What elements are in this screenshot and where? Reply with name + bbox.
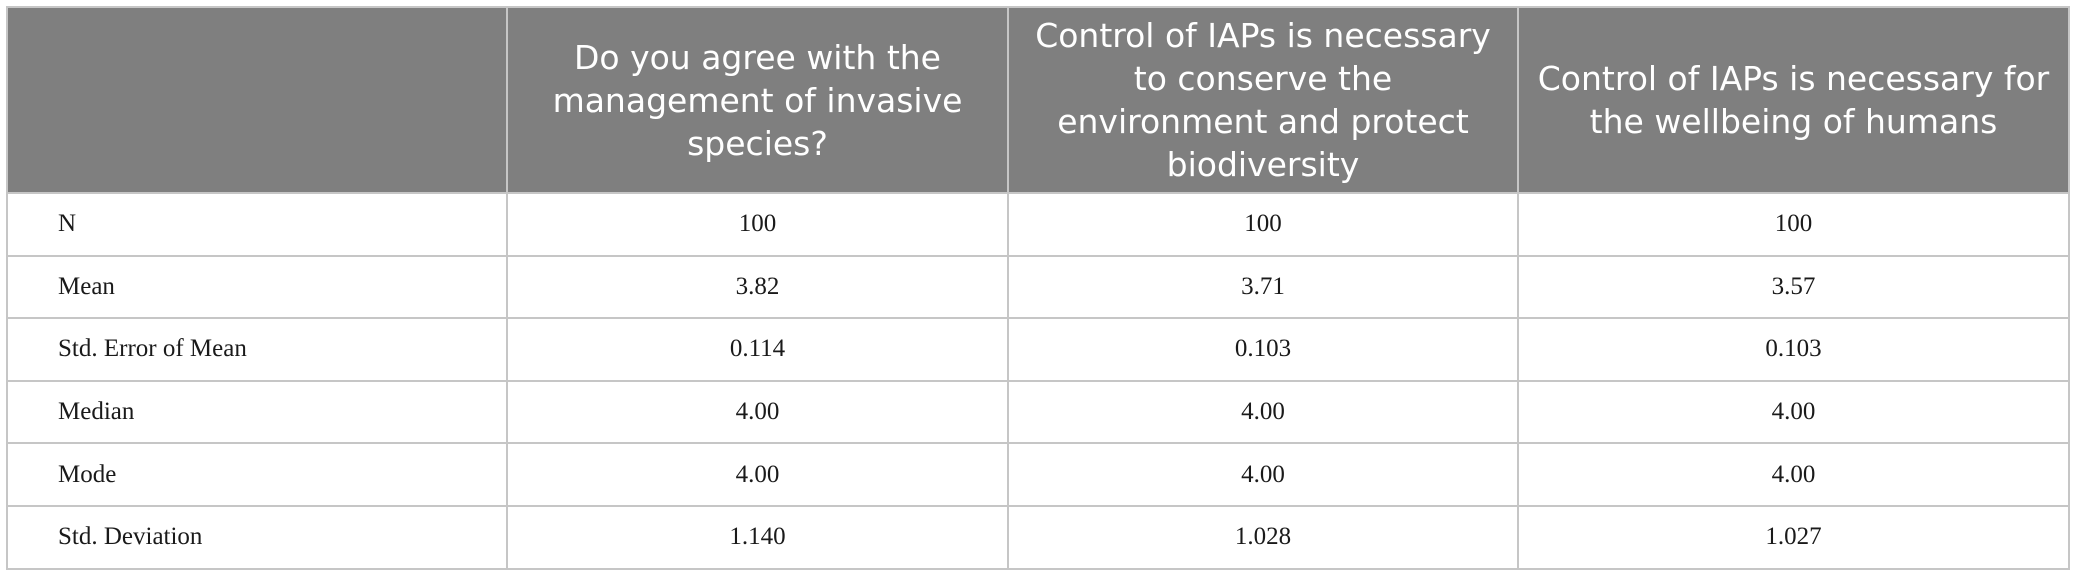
table-row: Std. Error of Mean 0.114 0.103 0.103 (6, 317, 2070, 382)
table-cell: 1.140 (506, 504, 1009, 570)
table-row: Mean 3.82 3.71 3.57 (6, 254, 2070, 320)
table-cell: 0.103 (1517, 317, 2070, 382)
row-label: Std. Deviation (6, 504, 508, 570)
table-cell: 100 (1007, 192, 1519, 257)
table-cell: 3.57 (1517, 254, 2070, 320)
table-cell: 0.103 (1007, 317, 1519, 382)
header-corner-cell (6, 6, 508, 194)
table-cell: 4.00 (506, 379, 1009, 445)
header-row: Do you agree with the management of inva… (6, 6, 2070, 194)
table-cell: 4.00 (1517, 379, 2070, 445)
table-row: Median 4.00 4.00 4.00 (6, 379, 2070, 445)
table-cell: 0.114 (506, 317, 1009, 382)
row-label: N (6, 192, 508, 257)
table-cell: 3.71 (1007, 254, 1519, 320)
header-conserve-environment: Control of IAPs is necessary to conserve… (1007, 6, 1519, 194)
header-human-wellbeing: Control of IAPs is necessary for the wel… (1517, 6, 2070, 194)
row-label: Mean (6, 254, 508, 320)
table-cell: 100 (1517, 192, 2070, 257)
table-row: Mode 4.00 4.00 4.00 (6, 442, 2070, 507)
header-agree-management: Do you agree with the management of inva… (506, 6, 1009, 194)
table-row: N 100 100 100 (6, 192, 2070, 257)
table-row: Std. Deviation 1.140 1.028 1.027 (6, 504, 2070, 570)
row-label: Median (6, 379, 508, 445)
row-label: Std. Error of Mean (6, 317, 508, 382)
table-cell: 4.00 (1517, 442, 2070, 507)
row-label: Mode (6, 442, 508, 507)
descriptive-statistics-table: Do you agree with the management of inva… (6, 6, 2070, 570)
table-cell: 4.00 (506, 442, 1009, 507)
table-cell: 1.028 (1007, 504, 1519, 570)
table-cell: 4.00 (1007, 379, 1519, 445)
table-cell: 4.00 (1007, 442, 1519, 507)
table-cell: 3.82 (506, 254, 1009, 320)
table-cell: 100 (506, 192, 1009, 257)
table-cell: 1.027 (1517, 504, 2070, 570)
